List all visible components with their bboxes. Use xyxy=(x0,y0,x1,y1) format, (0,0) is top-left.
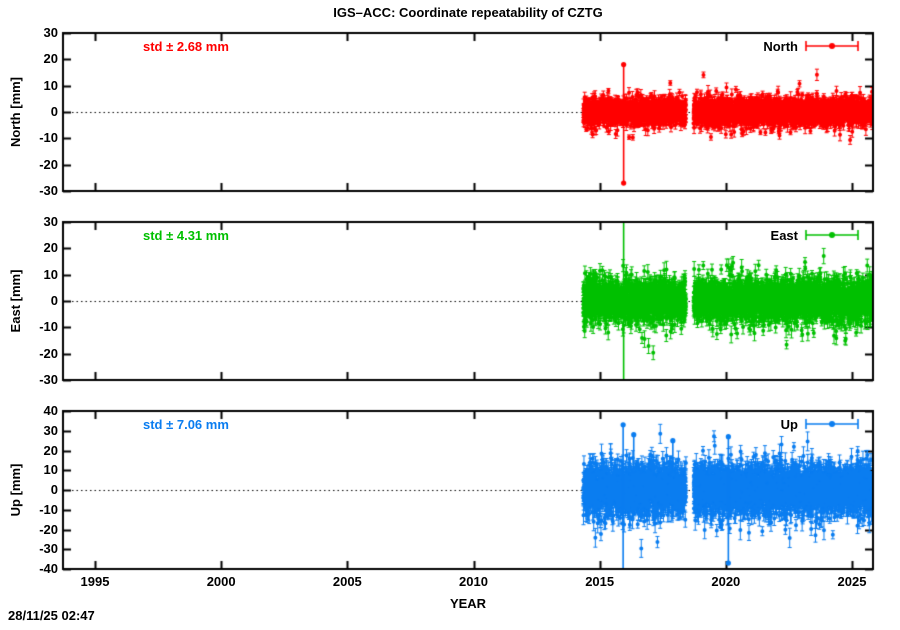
y-tick-label: 20 xyxy=(43,442,58,458)
x-tick-label: 1995 xyxy=(80,574,110,589)
y-tick-label: 0 xyxy=(50,293,58,308)
y-tick-label: 30 xyxy=(43,25,58,40)
y-tick-label: 10 xyxy=(43,462,58,478)
x-tick-label: 2015 xyxy=(585,574,615,589)
std-label-east: std ± 4.31 mm xyxy=(143,228,229,243)
x-tick-label: 2025 xyxy=(837,574,867,589)
legend-label-east: East xyxy=(770,228,798,243)
legend-label-up: Up xyxy=(780,417,798,432)
y-tick-label: 10 xyxy=(43,77,58,93)
legend-label-north: North xyxy=(763,39,798,54)
timestamp: 28/11/25 02:47 xyxy=(8,608,95,623)
y-tick-label: 30 xyxy=(43,214,58,229)
std-label-north: std ± 2.68 mm xyxy=(143,39,229,54)
chart-title: IGS–ACC: Coordinate repeatability of CZT… xyxy=(333,5,603,20)
x-tick-label: 2000 xyxy=(206,574,236,589)
y-tick-label: -10 xyxy=(39,130,58,146)
y-tick-label: -30 xyxy=(39,372,58,387)
x-tick-label: 2020 xyxy=(711,574,741,589)
y-tick-label: -10 xyxy=(39,319,58,335)
y-tick-label: 20 xyxy=(43,51,58,67)
y-tick-label: -20 xyxy=(39,345,58,361)
y-tick-label: -40 xyxy=(39,561,58,576)
y-tick-label: -20 xyxy=(39,156,58,172)
x-axis-label: YEAR xyxy=(449,596,487,611)
y-tick-label: 20 xyxy=(43,240,58,256)
y-tick-label: 0 xyxy=(50,104,58,119)
y-tick-label: 40 xyxy=(43,403,58,418)
std-label-up: std ± 7.06 mm xyxy=(143,417,229,432)
y-tick-label: 0 xyxy=(50,482,58,497)
x-tick-label: 2005 xyxy=(332,574,362,589)
y-tick-label: -30 xyxy=(39,183,58,198)
y-tick-label: -10 xyxy=(39,501,58,517)
y-tick-label: -30 xyxy=(39,541,58,557)
y-tick-label: 10 xyxy=(43,266,58,282)
y-tick-label: 30 xyxy=(43,422,58,438)
y-tick-label: -20 xyxy=(39,521,58,537)
x-tick-label: 2010 xyxy=(459,574,488,589)
